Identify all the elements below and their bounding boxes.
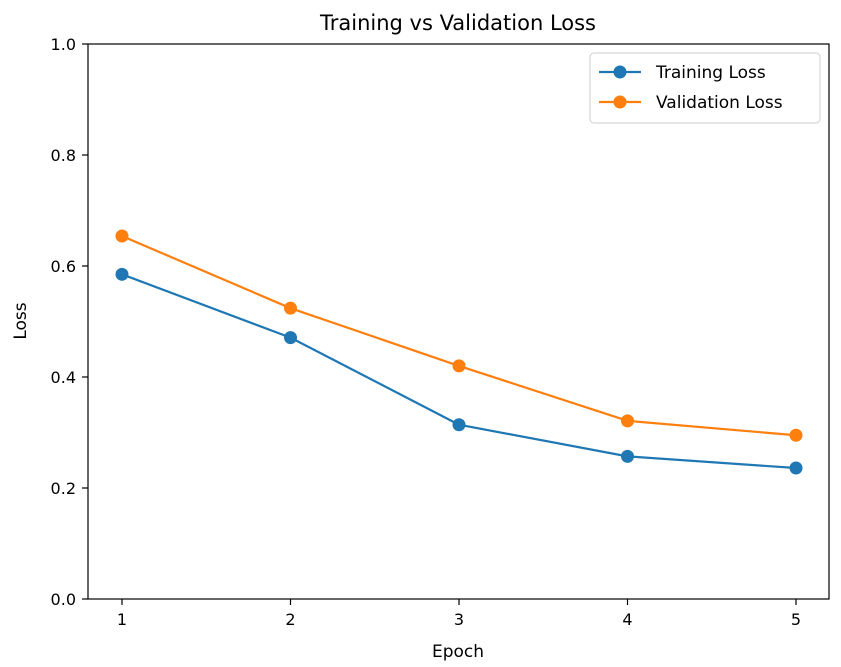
data-point	[284, 301, 297, 315]
x-tick-label: 1	[117, 610, 127, 629]
y-axis-label: Loss	[11, 302, 31, 339]
data-point	[789, 428, 803, 442]
data-point	[452, 359, 466, 373]
legend-marker	[613, 65, 627, 79]
legend-label: Validation Loss	[656, 93, 783, 113]
x-tick-label: 4	[622, 610, 632, 629]
data-point	[115, 229, 129, 243]
y-tick-label: 0.8	[51, 146, 76, 165]
x-axis-ticks: 1 2 3 4 5	[117, 599, 801, 629]
y-tick-label: 1.0	[51, 35, 76, 54]
y-tick-label: 0.6	[51, 257, 76, 276]
data-point	[621, 449, 634, 463]
legend-marker	[613, 95, 627, 109]
y-tick-label: 0.4	[51, 368, 76, 387]
x-tick-label: 2	[285, 610, 295, 629]
legend: Training Loss Validation Loss	[589, 52, 821, 124]
data-point	[284, 331, 297, 345]
y-tick-label: 0.2	[51, 479, 76, 498]
data-point	[621, 414, 634, 428]
x-tick-label: 5	[791, 610, 801, 629]
series-validation-loss	[115, 229, 803, 442]
legend-box	[589, 52, 821, 124]
data-point	[452, 418, 466, 432]
x-tick-label: 3	[454, 610, 464, 629]
chart-title: Training vs Validation Loss	[319, 11, 596, 35]
data-point	[115, 267, 129, 281]
series-training-loss	[115, 267, 803, 475]
data-point	[789, 461, 803, 475]
legend-label: Training Loss	[655, 63, 766, 83]
x-axis-label: Epoch	[432, 642, 484, 662]
y-axis-ticks: 0.0 0.2 0.4 0.6 0.8 1.0	[51, 35, 88, 609]
series-layer	[115, 229, 803, 475]
y-tick-label: 0.0	[51, 590, 76, 609]
